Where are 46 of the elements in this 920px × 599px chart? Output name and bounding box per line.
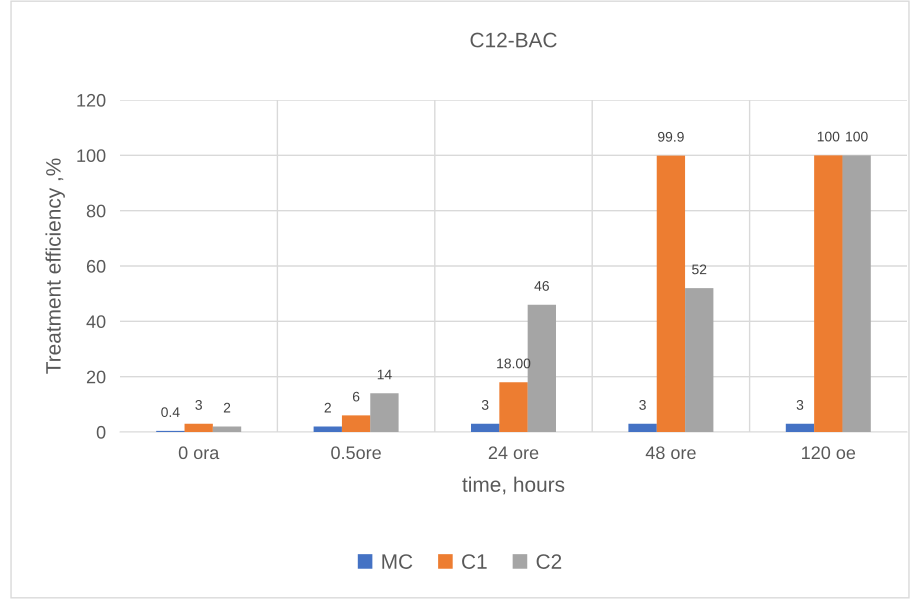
x-tick-label: 120 oe	[802, 446, 856, 460]
bar	[814, 155, 842, 432]
y-tick-label: 80	[86, 204, 106, 218]
bar	[499, 382, 528, 432]
bar	[656, 156, 686, 432]
bar	[842, 155, 871, 432]
x-axis-title: time, hours	[462, 476, 564, 494]
data-label: 6	[352, 392, 360, 402]
x-tick-label: 48 ore	[646, 446, 696, 460]
data-label: 52	[692, 264, 706, 274]
bar	[212, 426, 242, 432]
data-label: 46	[534, 281, 549, 291]
y-tick-label: 120	[77, 94, 106, 107]
data-label: 3	[195, 400, 202, 410]
y-tick-label: 40	[86, 315, 106, 328]
x-tick-label: 0 ora	[178, 446, 220, 460]
data-label: 3	[796, 400, 804, 410]
legend-label: C1	[462, 554, 487, 569]
bar	[685, 288, 714, 432]
y-axis-title: Treatment efficiency ,%	[45, 158, 65, 374]
bar	[786, 424, 814, 432]
x-tick-label: 0.5ore	[331, 446, 381, 460]
data-label: 100	[818, 132, 840, 142]
y-tick-label: 60	[86, 260, 106, 273]
data-label: 99.9	[658, 132, 684, 142]
data-label: 3	[482, 400, 488, 410]
data-label: 14	[378, 370, 392, 380]
data-label: 18.00	[497, 358, 530, 368]
data-label: 100	[846, 132, 868, 142]
legend-label: C2	[536, 554, 562, 569]
y-tick-label: 0	[96, 426, 106, 439]
bar	[342, 415, 370, 432]
y-tick-label: 100	[77, 149, 106, 162]
data-label: 2	[324, 402, 331, 412]
legend-label: MC	[382, 554, 412, 569]
x-tick-label: 24 ore	[488, 446, 538, 460]
y-tick-label: 20	[86, 370, 106, 384]
bar	[370, 393, 399, 432]
chart-title: C12-BAC	[470, 32, 557, 48]
bar	[184, 424, 213, 432]
data-label: 3	[639, 400, 646, 410]
data-label: 2	[224, 402, 230, 412]
data-label: 0.4	[161, 407, 180, 418]
bar	[314, 426, 342, 432]
bar	[471, 424, 500, 432]
bar	[628, 424, 657, 432]
